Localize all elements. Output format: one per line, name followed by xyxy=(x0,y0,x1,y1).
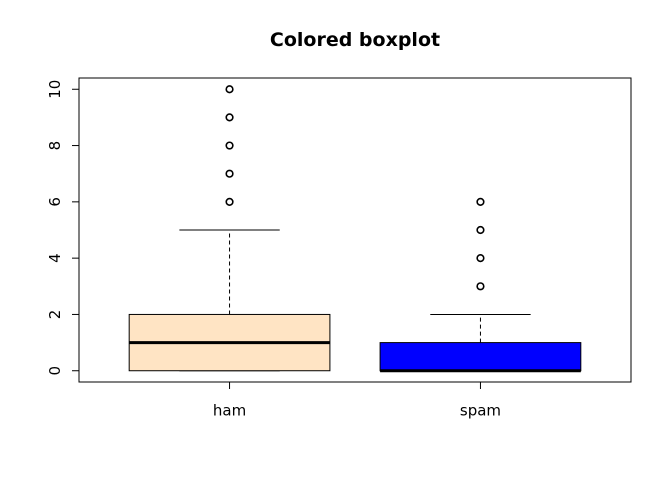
y-tick-label: 8 xyxy=(46,141,64,151)
outlier-point xyxy=(225,197,234,206)
box-ham xyxy=(128,85,331,372)
outlier-point xyxy=(225,141,234,150)
x-tick-label: spam xyxy=(460,402,501,420)
y-tick-label: 10 xyxy=(46,80,64,99)
box-body xyxy=(379,342,582,372)
x-tick-label: ham xyxy=(213,402,246,420)
y-tick-label: 2 xyxy=(46,310,64,320)
y-tick-label: 6 xyxy=(46,197,64,207)
y-axis: 0 2 4 6 8 10 xyxy=(46,80,80,376)
y-tick-label: 0 xyxy=(46,366,64,376)
outlier-point xyxy=(225,169,234,178)
chart-title: Colored boxplot xyxy=(270,29,440,51)
x-axis: ham spam xyxy=(213,381,501,420)
outlier-point xyxy=(225,85,234,94)
outlier-point xyxy=(476,282,485,291)
y-tick-label: 4 xyxy=(46,253,64,263)
boxes xyxy=(128,85,582,373)
outlier-point xyxy=(225,113,234,122)
outlier-point xyxy=(476,197,485,206)
outlier-point xyxy=(476,254,485,263)
box-spam xyxy=(379,197,582,373)
outlier-point xyxy=(476,225,485,235)
